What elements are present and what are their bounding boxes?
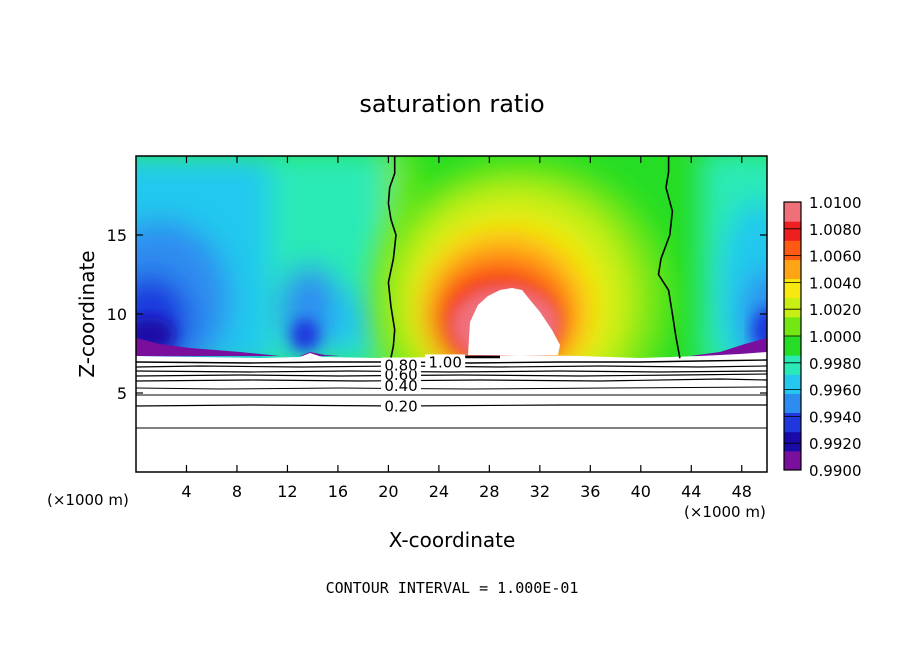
colorbar-label: 0.9920 [809,435,862,453]
contour-label: 1.00 [428,353,461,371]
saturation-field [136,156,767,472]
colorbar-label: 1.0060 [809,248,862,266]
colorbar-swatch [784,450,801,471]
x-tick-label: 48 [732,482,752,501]
colorbar-swatch [784,297,801,318]
x-tick-label: 40 [631,482,651,501]
chart-title: saturation ratio [359,90,544,118]
x-tick-label: 12 [277,482,297,501]
colorbar-swatch [784,316,801,337]
colorbar-label: 0.9960 [809,382,862,400]
y-tick-label: 5 [117,384,127,403]
colorbar-label: 1.0080 [809,221,862,239]
x-tick-label: 20 [378,482,398,501]
colorbar-swatch [784,374,801,394]
colorbar-label: 1.0100 [809,194,862,212]
unity-contour-right [657,156,681,359]
x-tick-label: 44 [681,482,701,501]
contour-label: 0.40 [384,377,417,395]
colorbar-label: 1.0000 [809,328,862,346]
colorbar-swatch [784,202,801,222]
y-axis-label: Z-coordinate [75,250,99,377]
colorbar-label: 0.9980 [809,355,862,373]
colorbar-swatch [784,412,801,433]
contour-label: 0.20 [384,398,417,416]
contour-label: 0.80 [384,357,417,375]
y-tick-label: 10 [107,305,127,324]
x-tick-label: 36 [580,482,600,501]
x-tick-label: 8 [232,482,242,501]
colorbar-label: 0.9900 [809,462,862,480]
x-tick-label: 4 [181,482,191,501]
colorbar-swatch [784,393,801,414]
contour-label-bg [425,354,466,368]
x-axis-label: X-coordinate [389,528,516,552]
y-tick-label: 15 [107,226,127,245]
colorbar-label: 1.0040 [809,274,862,292]
colorbar-swatch [784,336,801,356]
x-units-left: (×1000 m) [47,491,129,509]
contour-label-bg [381,398,422,412]
contour-label-bg [381,357,422,371]
x-tick-label: 32 [530,482,550,501]
colorbar-swatch [784,221,801,241]
x-tick-label: 28 [479,482,499,501]
colorbar-swatch [784,355,801,375]
x-units-right: (×1000 m) [684,503,766,521]
colorbar-swatch [784,240,801,260]
colorbar-swatch [784,259,801,280]
contour-interval-note: CONTOUR INTERVAL = 1.000E-01 [326,579,579,597]
contour-label-bg [381,378,422,392]
x-tick-label: 16 [328,482,348,501]
colorbar-label: 0.9940 [809,408,862,426]
colorbar-swatch [784,431,801,452]
unity-contour-left [387,156,397,359]
colorbar-label: 1.0020 [809,301,862,319]
x-tick-label: 24 [429,482,449,501]
colorbar-swatch [784,278,801,299]
